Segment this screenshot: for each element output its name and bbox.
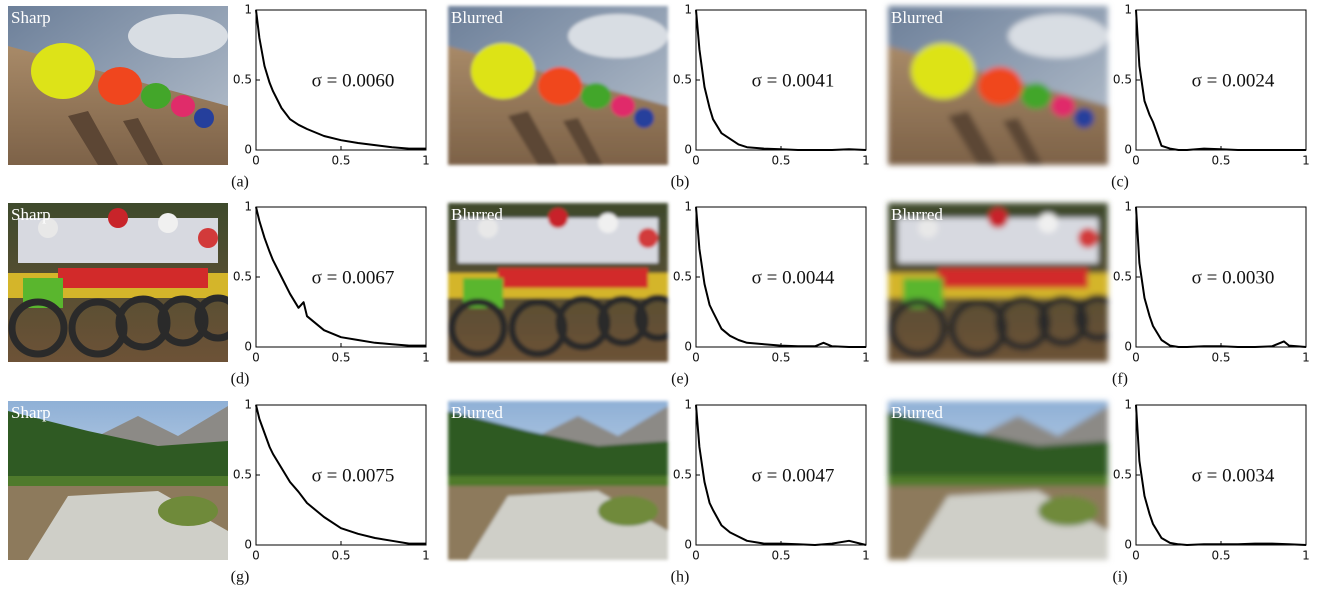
caption: (c) (1111, 174, 1129, 191)
image-label: Sharp (11, 205, 51, 224)
image-label: Blurred (451, 8, 503, 27)
x-tick-label: 0 (1132, 154, 1140, 168)
y-tick-label: 0 (1124, 340, 1132, 354)
sigma-annotation: σ = 0.0024 (1192, 70, 1275, 91)
x-tick-label: 0 (1132, 351, 1140, 365)
x-tick-label: 1 (862, 154, 870, 168)
y-tick-label: 0 (244, 538, 252, 552)
y-tick-label: 0.5 (673, 270, 692, 284)
x-tick-label: 0.5 (771, 549, 790, 563)
y-tick-label: 0.5 (673, 73, 692, 87)
x-tick-label: 0.5 (331, 154, 350, 168)
y-tick-label: 1 (244, 200, 252, 214)
caption: (a) (231, 174, 249, 191)
x-tick-label: 0 (692, 351, 700, 365)
image-label: Sharp (11, 403, 51, 422)
caption: (h) (671, 569, 690, 586)
x-tick-label: 1 (1302, 351, 1310, 365)
x-tick-label: 1 (422, 154, 430, 168)
y-tick-label: 0.5 (1113, 468, 1132, 482)
y-tick-label: 1 (1124, 398, 1132, 412)
x-tick-label: 0 (692, 549, 700, 563)
image-label: Blurred (451, 403, 503, 422)
y-tick-label: 0 (244, 340, 252, 354)
y-tick-label: 1 (684, 3, 692, 17)
x-tick-label: 0 (252, 549, 260, 563)
sigma-annotation: σ = 0.0041 (752, 70, 835, 91)
figure: Sharp 0 0.5 1 0 0.5 1 σ = 0.0060 (a) Blurred 0 0.5 1… (0, 0, 1322, 591)
y-tick-label: 1 (1124, 200, 1132, 214)
sigma-annotation: σ = 0.0044 (752, 267, 835, 288)
caption: (d) (231, 371, 250, 388)
x-tick-label: 1 (422, 351, 430, 365)
y-tick-label: 0 (1124, 143, 1132, 157)
x-tick-label: 0.5 (331, 549, 350, 563)
photo-row-3 (8, 401, 1108, 560)
x-tick-label: 0.5 (771, 351, 790, 365)
sigma-annotation: σ = 0.0034 (1192, 465, 1275, 486)
x-tick-label: 1 (862, 351, 870, 365)
caption: (e) (671, 371, 689, 388)
sigma-annotation: σ = 0.0075 (312, 465, 395, 486)
x-tick-label: 1 (862, 549, 870, 563)
sigma-annotation: σ = 0.0067 (312, 267, 395, 288)
image-label: Blurred (891, 205, 943, 224)
sigma-annotation: σ = 0.0060 (312, 70, 395, 91)
y-tick-label: 1 (244, 3, 252, 17)
image-label: Blurred (891, 403, 943, 422)
y-tick-label: 0.5 (673, 468, 692, 482)
y-tick-label: 1 (684, 200, 692, 214)
x-tick-label: 0.5 (1211, 154, 1230, 168)
y-tick-label: 0 (684, 538, 692, 552)
caption: (b) (671, 174, 690, 191)
sigma-annotation: σ = 0.0047 (752, 465, 835, 486)
x-tick-label: 1 (1302, 154, 1310, 168)
y-tick-label: 0 (1124, 538, 1132, 552)
photo-row-1 (8, 6, 1108, 165)
sigma-annotation: σ = 0.0030 (1192, 267, 1275, 288)
y-tick-label: 0.5 (233, 73, 252, 87)
x-tick-label: 0.5 (1211, 351, 1230, 365)
x-tick-label: 0.5 (331, 351, 350, 365)
image-label: Sharp (11, 8, 51, 27)
x-tick-label: 1 (422, 549, 430, 563)
x-tick-label: 0.5 (771, 154, 790, 168)
y-tick-label: 0.5 (233, 270, 252, 284)
y-tick-label: 1 (684, 398, 692, 412)
x-tick-label: 1 (1302, 549, 1310, 563)
x-tick-label: 0 (252, 351, 260, 365)
x-tick-label: 0 (692, 154, 700, 168)
caption: (i) (1112, 569, 1127, 586)
image-label: Blurred (451, 205, 503, 224)
y-tick-label: 1 (1124, 3, 1132, 17)
y-tick-label: 0.5 (1113, 73, 1132, 87)
image-label: Blurred (891, 8, 943, 27)
photo-row-2 (8, 203, 1118, 362)
y-tick-label: 1 (244, 398, 252, 412)
y-tick-label: 0.5 (1113, 270, 1132, 284)
x-tick-label: 0 (252, 154, 260, 168)
x-tick-label: 0 (1132, 549, 1140, 563)
y-tick-label: 0 (684, 143, 692, 157)
caption: (f) (1112, 371, 1128, 388)
y-tick-label: 0 (684, 340, 692, 354)
x-tick-label: 0.5 (1211, 549, 1230, 563)
caption: (g) (231, 569, 250, 586)
y-tick-label: 0.5 (233, 468, 252, 482)
y-tick-label: 0 (244, 143, 252, 157)
